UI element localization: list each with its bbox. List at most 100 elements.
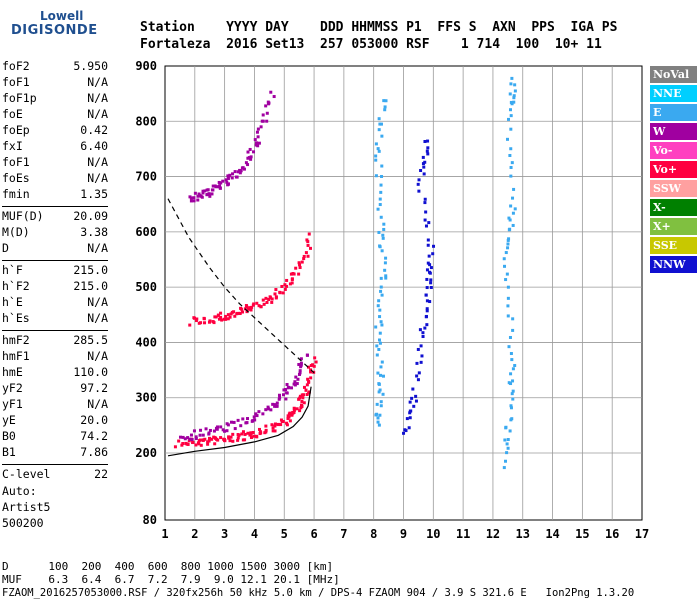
trace-echo (299, 361, 303, 365)
trace-echo (301, 396, 305, 400)
trace-echo (374, 174, 378, 178)
trace-echo (259, 431, 263, 435)
trace-echo (380, 293, 384, 297)
trace-echo (250, 419, 254, 423)
trace-echo (375, 344, 379, 348)
legend-item-x: X- (650, 199, 697, 216)
trace-echo (297, 261, 301, 265)
trace-echo (261, 412, 265, 416)
trace-echo (246, 431, 250, 435)
param-row: foF1 N/A (2, 155, 108, 169)
param-name: fxI (2, 139, 23, 153)
trace-echo (271, 402, 275, 406)
trace-echo (423, 160, 427, 164)
trace-echo (250, 305, 254, 309)
y-tick-label: 200 (135, 446, 157, 460)
trace-echo (256, 135, 260, 139)
trace-echo (425, 307, 429, 311)
trace-echo (241, 417, 245, 421)
footer-file-info: FZAOM_2016257053000.RSF / 320fx256h 50 k… (2, 587, 635, 599)
param-row: fxI 6.40 (2, 139, 108, 153)
trace-echo (199, 428, 203, 432)
param-row: foEp 0.42 (2, 123, 108, 137)
trace-echo (384, 99, 388, 103)
param-row: C-level 22 (2, 467, 108, 481)
param-value: N/A (87, 171, 108, 185)
trace-echo (513, 83, 517, 87)
trace-echo (510, 392, 514, 396)
trace-echo (307, 390, 311, 394)
x-tick-label: 17 (635, 527, 649, 541)
trace-echo (506, 238, 510, 242)
x-tick-label: 11 (456, 527, 470, 541)
x-tick-label: 6 (310, 527, 317, 541)
trace-echo (203, 189, 207, 193)
trace-echo (379, 276, 383, 280)
trace-echo (183, 437, 187, 441)
trace-echo (429, 278, 433, 282)
trace-echo (248, 147, 252, 151)
param-value: N/A (87, 311, 108, 325)
trace-echo (250, 435, 254, 439)
trace-echo (269, 296, 273, 300)
param-value: 22 (94, 467, 108, 481)
param-row: foEs N/A (2, 171, 108, 185)
param-name: hmF2 (2, 333, 30, 347)
trace-echo (425, 323, 429, 327)
footer-muf: MUF 6.3 6.4 6.7 7.2 7.9 9.0 12.1 20.1 [M… (2, 573, 340, 586)
trace-echo (270, 423, 274, 427)
trace-echo (269, 90, 273, 94)
param-row: yF1 N/A (2, 397, 108, 411)
trace-echo (257, 304, 261, 308)
param-row: h`F2 215.0 (2, 279, 108, 293)
trace-echo (233, 314, 237, 318)
trace-echo (181, 442, 185, 446)
trace-echo (298, 263, 302, 267)
trace-echo (309, 370, 313, 374)
param-name: foF1p (2, 91, 37, 105)
param-value: N/A (87, 75, 108, 89)
trace-echo (379, 404, 383, 408)
param-value: 5.950 (73, 59, 108, 73)
trace-echo (272, 95, 276, 99)
trace-echo (244, 161, 248, 165)
param-value: 3.38 (80, 225, 108, 239)
trace-echo (197, 192, 201, 196)
trace-echo (506, 285, 510, 289)
trace-echo (302, 257, 306, 261)
trace-echo (379, 122, 383, 126)
trace-echo (302, 254, 306, 258)
trace-echo (377, 390, 381, 394)
trace-echo (228, 173, 232, 177)
trace-echo (507, 237, 511, 241)
trace-echo (211, 188, 215, 192)
trace-echo (201, 189, 205, 193)
trace-echo (377, 299, 381, 303)
legend-item-sse: SSE (650, 237, 697, 254)
param-name: yF2 (2, 381, 23, 395)
trace-echo (213, 442, 217, 446)
trace-echo (282, 393, 286, 397)
trace-echo (284, 388, 288, 392)
trace-echo (261, 298, 265, 302)
trace-echo (235, 175, 239, 179)
trace-echo (190, 438, 194, 442)
trace-echo (383, 108, 387, 112)
trace-echo (416, 378, 420, 382)
trace-echo (296, 377, 300, 381)
param-name: h`Es (2, 311, 30, 325)
trace-echo (195, 317, 199, 321)
trace-echo (246, 156, 250, 160)
trace-echo (207, 192, 211, 196)
trace-echo (261, 113, 265, 117)
trace-echo (291, 272, 295, 276)
trace-echo (210, 437, 214, 441)
trace-echo (505, 442, 509, 446)
muf-curve (167, 198, 315, 374)
trace-echo (378, 413, 382, 417)
y-tick-label: 500 (135, 280, 157, 294)
header-values: Fortaleza 2016 Set13 257 053000 RSF 1 71… (140, 37, 602, 52)
trace-echo (236, 436, 240, 440)
trace-echo (267, 101, 271, 105)
param-value: 0.42 (80, 123, 108, 137)
